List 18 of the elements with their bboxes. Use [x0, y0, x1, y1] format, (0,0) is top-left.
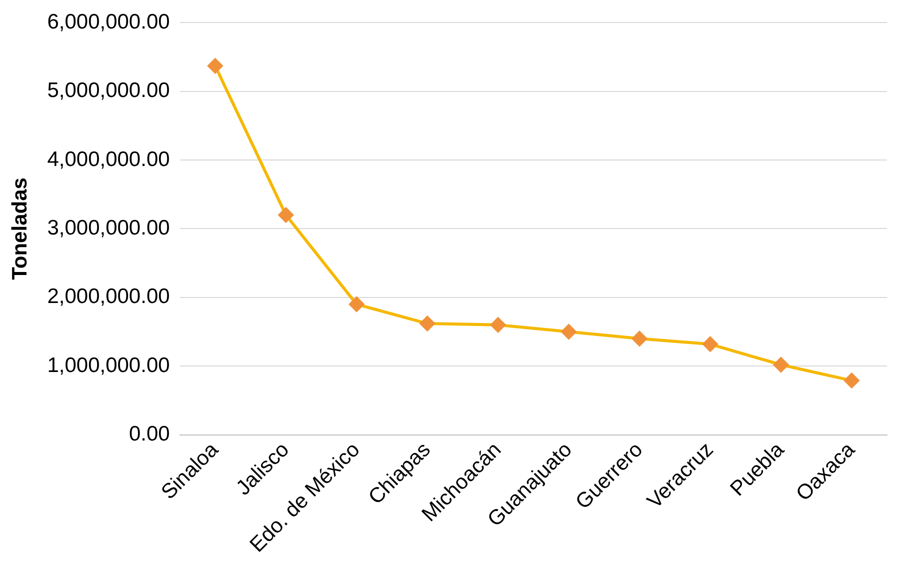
y-tick-label: 2,000,000.00: [47, 285, 170, 308]
point: [490, 317, 506, 332]
y-tick-label: 3,000,000.00: [47, 216, 170, 240]
point: [561, 324, 576, 340]
y-tick-label: 0.00: [128, 422, 170, 446]
y-axis-title: Toneladas: [8, 178, 32, 280]
point: [844, 373, 860, 388]
point: [632, 331, 647, 346]
point: [773, 357, 788, 372]
y-tick-label: 6,000,000.00: [47, 10, 170, 34]
y-tick-label: 5,000,000.00: [47, 79, 170, 102]
y-tick-label: 4,000,000.00: [47, 148, 170, 171]
y-tick-label: 1,000,000.00: [47, 354, 170, 377]
point: [208, 58, 223, 74]
point: [349, 296, 364, 312]
point: [702, 336, 718, 352]
point: [278, 207, 294, 222]
point: [420, 316, 435, 332]
